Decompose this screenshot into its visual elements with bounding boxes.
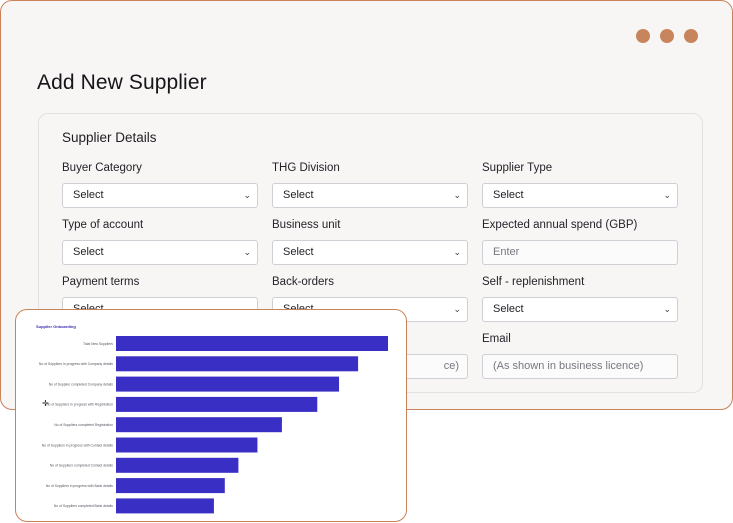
chart-category-label: No of Suppliers completed Contact detail… bbox=[50, 464, 113, 468]
chevron-down-icon: ⌄ bbox=[453, 247, 461, 257]
supplier-onboarding-chart: Total New Suppliers No of Suppliers in pr… bbox=[39, 336, 388, 514]
chart-bar bbox=[116, 376, 340, 392]
chart-bar bbox=[116, 498, 214, 514]
field-label: Email bbox=[482, 333, 511, 345]
chart-category-label: No of Suppliers in progress with Bank de… bbox=[46, 484, 114, 488]
field-email: Email (As shown in business licence) bbox=[482, 332, 678, 379]
chart-title: Supplier Onboarding bbox=[36, 324, 76, 329]
chart-bar bbox=[116, 336, 388, 351]
chart-bar bbox=[116, 457, 239, 473]
chart-category-label: No of Suppliers completed Bank details bbox=[54, 504, 113, 508]
expected-annual-spend-input[interactable]: Enter bbox=[482, 240, 678, 265]
buyer-category-select[interactable]: Select ⌄ bbox=[62, 183, 258, 208]
window-controls bbox=[636, 29, 698, 43]
chart-bar bbox=[116, 396, 318, 412]
chart-category-label: No of Suppliers completed Registration bbox=[54, 423, 113, 427]
field-label: Self - replenishment bbox=[482, 276, 585, 288]
chart-category-label: No of Suppliers in progress with Contact… bbox=[42, 443, 114, 447]
chart-category-label: Total New Suppliers bbox=[83, 342, 113, 346]
select-value: Select bbox=[73, 189, 104, 201]
move-cursor-icon: ✛ bbox=[42, 399, 49, 408]
field-supplier-type: Supplier Type Select ⌄ bbox=[482, 161, 678, 208]
chevron-down-icon: ⌄ bbox=[243, 247, 251, 257]
input-placeholder: (As shown in business licence) bbox=[493, 360, 644, 372]
supplier-type-select[interactable]: Select ⌄ bbox=[482, 183, 678, 208]
window-dot-2[interactable] bbox=[660, 29, 674, 43]
email-input[interactable]: (As shown in business licence) bbox=[482, 354, 678, 379]
select-value: Select bbox=[73, 246, 104, 258]
supplier-onboarding-chart-card: Supplier Onboarding Total New Suppliers N… bbox=[15, 309, 407, 522]
select-value: Select bbox=[283, 246, 314, 258]
chart-bar bbox=[116, 356, 359, 372]
field-thg-division: THG Division Select ⌄ bbox=[272, 161, 468, 208]
chart-category-label: No of Suppliers in progress with Company… bbox=[39, 362, 113, 366]
field-label: Type of account bbox=[62, 219, 144, 231]
select-value: Select bbox=[493, 303, 524, 315]
chevron-down-icon: ⌄ bbox=[453, 304, 461, 314]
input-placeholder-fragment: ce) bbox=[443, 360, 459, 372]
thg-division-select[interactable]: Select ⌄ bbox=[272, 183, 468, 208]
field-business-unit: Business unit Select ⌄ bbox=[272, 218, 468, 265]
business-unit-select[interactable]: Select ⌄ bbox=[272, 240, 468, 265]
field-label: Supplier Type bbox=[482, 162, 553, 174]
chart-bar bbox=[116, 417, 282, 433]
chevron-down-icon: ⌄ bbox=[663, 304, 671, 314]
select-value: Select bbox=[493, 189, 524, 201]
chevron-down-icon: ⌄ bbox=[243, 190, 251, 200]
chart-category-label: No of Supplier completed Company details bbox=[49, 382, 114, 386]
field-label: Buyer Category bbox=[62, 162, 142, 174]
type-of-account-select[interactable]: Select ⌄ bbox=[62, 240, 258, 265]
chevron-down-icon: ⌄ bbox=[453, 190, 461, 200]
field-label: Expected annual spend (GBP) bbox=[482, 219, 638, 231]
chart-category-label: No of Suppliers in progress with Registr… bbox=[46, 403, 113, 407]
chevron-down-icon: ⌄ bbox=[663, 190, 671, 200]
field-expected-annual-spend: Expected annual spend (GBP) Enter bbox=[482, 218, 678, 265]
window-dot-3[interactable] bbox=[684, 29, 698, 43]
section-title: Supplier Details bbox=[62, 130, 157, 145]
field-label: Business unit bbox=[272, 219, 341, 231]
field-label: THG Division bbox=[272, 162, 340, 174]
chart-bar bbox=[116, 437, 258, 453]
input-placeholder: Enter bbox=[493, 246, 520, 258]
field-self-replenishment: Self - replenishment Select ⌄ bbox=[482, 275, 678, 322]
window-dot-1[interactable] bbox=[636, 29, 650, 43]
page-title: Add New Supplier bbox=[37, 71, 207, 94]
self-replenishment-select[interactable]: Select ⌄ bbox=[482, 297, 678, 322]
select-value: Select bbox=[283, 189, 314, 201]
field-buyer-category: Buyer Category Select ⌄ bbox=[62, 161, 258, 208]
field-type-of-account: Type of account Select ⌄ bbox=[62, 218, 258, 265]
field-label: Payment terms bbox=[62, 276, 140, 288]
field-label: Back-orders bbox=[272, 276, 334, 288]
chart-bar bbox=[116, 478, 225, 494]
